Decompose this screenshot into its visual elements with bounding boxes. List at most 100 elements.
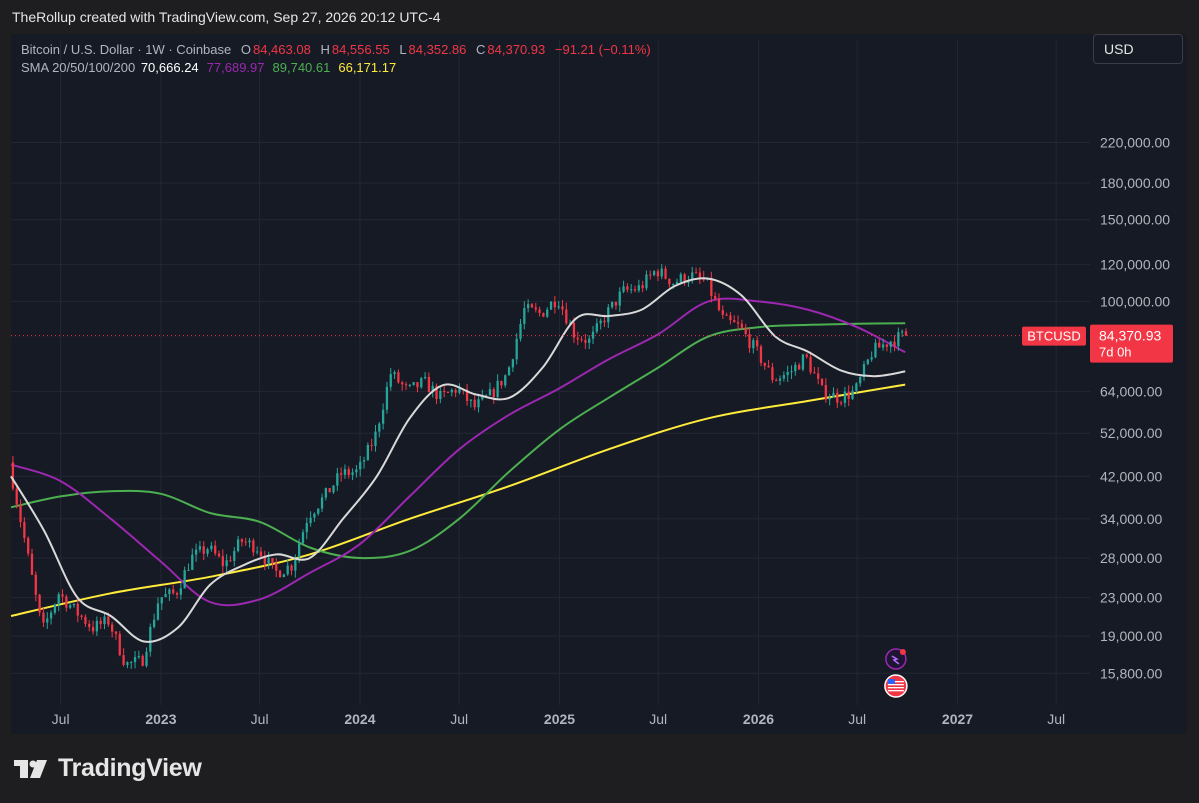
candle-body xyxy=(362,460,366,462)
candle-body xyxy=(202,546,205,554)
candle-body xyxy=(782,375,786,379)
candle-body xyxy=(401,382,404,385)
candle-body xyxy=(752,340,755,349)
candle-body xyxy=(519,323,522,339)
candle-body xyxy=(820,378,824,386)
candle-body xyxy=(748,333,751,349)
candle-body xyxy=(443,390,446,392)
flag-stripe xyxy=(887,681,904,683)
candle-body xyxy=(641,285,644,289)
chart-credit: TheRollup created with TradingView.com, … xyxy=(12,9,441,25)
sma50-layer xyxy=(10,297,906,607)
close-value: 84,370.93 xyxy=(487,42,546,57)
candle-body xyxy=(351,472,354,475)
x-tick-label: Jul xyxy=(848,711,866,727)
candle-body xyxy=(588,338,591,343)
candle-body xyxy=(301,532,305,544)
candle-body xyxy=(275,563,278,571)
y-tick-label: 34,000.00 xyxy=(1100,511,1162,527)
candle-body xyxy=(164,594,167,598)
candle-body xyxy=(214,545,217,554)
candle-body xyxy=(507,367,511,376)
candle-body xyxy=(156,603,160,620)
candle-body xyxy=(656,271,660,277)
candle-body xyxy=(446,391,450,393)
candle-body xyxy=(57,594,60,605)
candle-body xyxy=(485,395,488,397)
candle-body xyxy=(843,391,847,403)
candle-body xyxy=(267,558,270,565)
candle-body xyxy=(523,308,526,324)
candle-body xyxy=(385,386,389,410)
candle-body xyxy=(477,399,480,408)
candle-body xyxy=(866,359,869,365)
high-value: 84,556.55 xyxy=(331,42,390,57)
candle-body xyxy=(584,340,587,343)
candle-body xyxy=(194,549,198,555)
candle-body xyxy=(813,372,816,374)
candle-body xyxy=(141,655,144,666)
candle-body xyxy=(542,312,545,317)
candle-body xyxy=(710,277,713,297)
candle-body xyxy=(874,342,877,358)
candle-body xyxy=(805,354,808,357)
open-label: O xyxy=(240,42,251,57)
candle-body xyxy=(374,431,377,447)
tradingview-logo[interactable]: TradingView xyxy=(14,754,202,783)
sma-label: SMA 20/50/100/200 xyxy=(21,60,136,75)
candle-body xyxy=(256,551,259,553)
chart-panel[interactable] xyxy=(11,34,1187,734)
candle-body xyxy=(618,291,621,306)
candle-body xyxy=(221,556,224,567)
x-tick-label: 2026 xyxy=(743,711,774,727)
candle-body xyxy=(11,462,15,489)
candle-body xyxy=(668,278,671,285)
candle-body xyxy=(679,274,682,282)
candle-body xyxy=(324,488,328,498)
candle-body xyxy=(771,367,774,381)
candle-body xyxy=(733,320,736,323)
candle-body xyxy=(263,556,266,565)
candle-body xyxy=(130,662,133,664)
price-tag-bg xyxy=(1090,324,1173,363)
high-label: H xyxy=(320,42,330,57)
y-tick-label: 220,000.00 xyxy=(1100,135,1170,151)
candle-body xyxy=(95,620,99,632)
candle-body xyxy=(408,384,411,386)
candle-body xyxy=(649,274,652,276)
candle-body xyxy=(530,304,534,308)
x-tick-label: 2023 xyxy=(145,711,176,727)
candle-body xyxy=(633,289,637,291)
candle-body xyxy=(431,385,434,393)
currency-button[interactable]: USD xyxy=(1093,34,1183,64)
sma-legend: SMA 20/50/100/200 70,666.24 77,689.97 89,7… xyxy=(21,60,402,75)
price-tag-countdown: 7d 0h xyxy=(1099,345,1132,360)
candle-body xyxy=(549,301,553,310)
candle-body xyxy=(23,521,26,539)
candle-body xyxy=(172,589,175,594)
sma50-value: 77,689.97 xyxy=(206,60,265,75)
x-tick-label: Jul xyxy=(52,711,70,727)
candle-body xyxy=(404,384,408,386)
candle-body xyxy=(217,553,221,557)
candle-body xyxy=(397,372,400,383)
candle-body xyxy=(34,574,37,595)
candle-body xyxy=(599,320,602,324)
candle-body xyxy=(511,359,515,368)
candle-body xyxy=(359,461,362,470)
candle-body xyxy=(878,342,881,348)
candle-body xyxy=(603,320,606,323)
sma200-layer xyxy=(10,383,906,617)
candle-body xyxy=(622,286,625,292)
candle-body xyxy=(664,268,667,279)
candle-body xyxy=(187,569,190,571)
candle-body xyxy=(427,376,431,393)
candle-body xyxy=(546,309,549,317)
candle-body xyxy=(271,558,274,564)
brand-name: TradingView xyxy=(58,754,202,782)
candle-body xyxy=(332,485,335,493)
candle-body xyxy=(797,364,801,370)
candle-body xyxy=(576,337,579,340)
